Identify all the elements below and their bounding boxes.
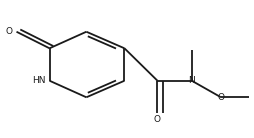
Text: N: N <box>188 76 195 85</box>
Text: HN: HN <box>32 76 46 85</box>
Text: O: O <box>217 93 225 102</box>
Text: O: O <box>154 115 161 124</box>
Text: O: O <box>6 27 13 36</box>
